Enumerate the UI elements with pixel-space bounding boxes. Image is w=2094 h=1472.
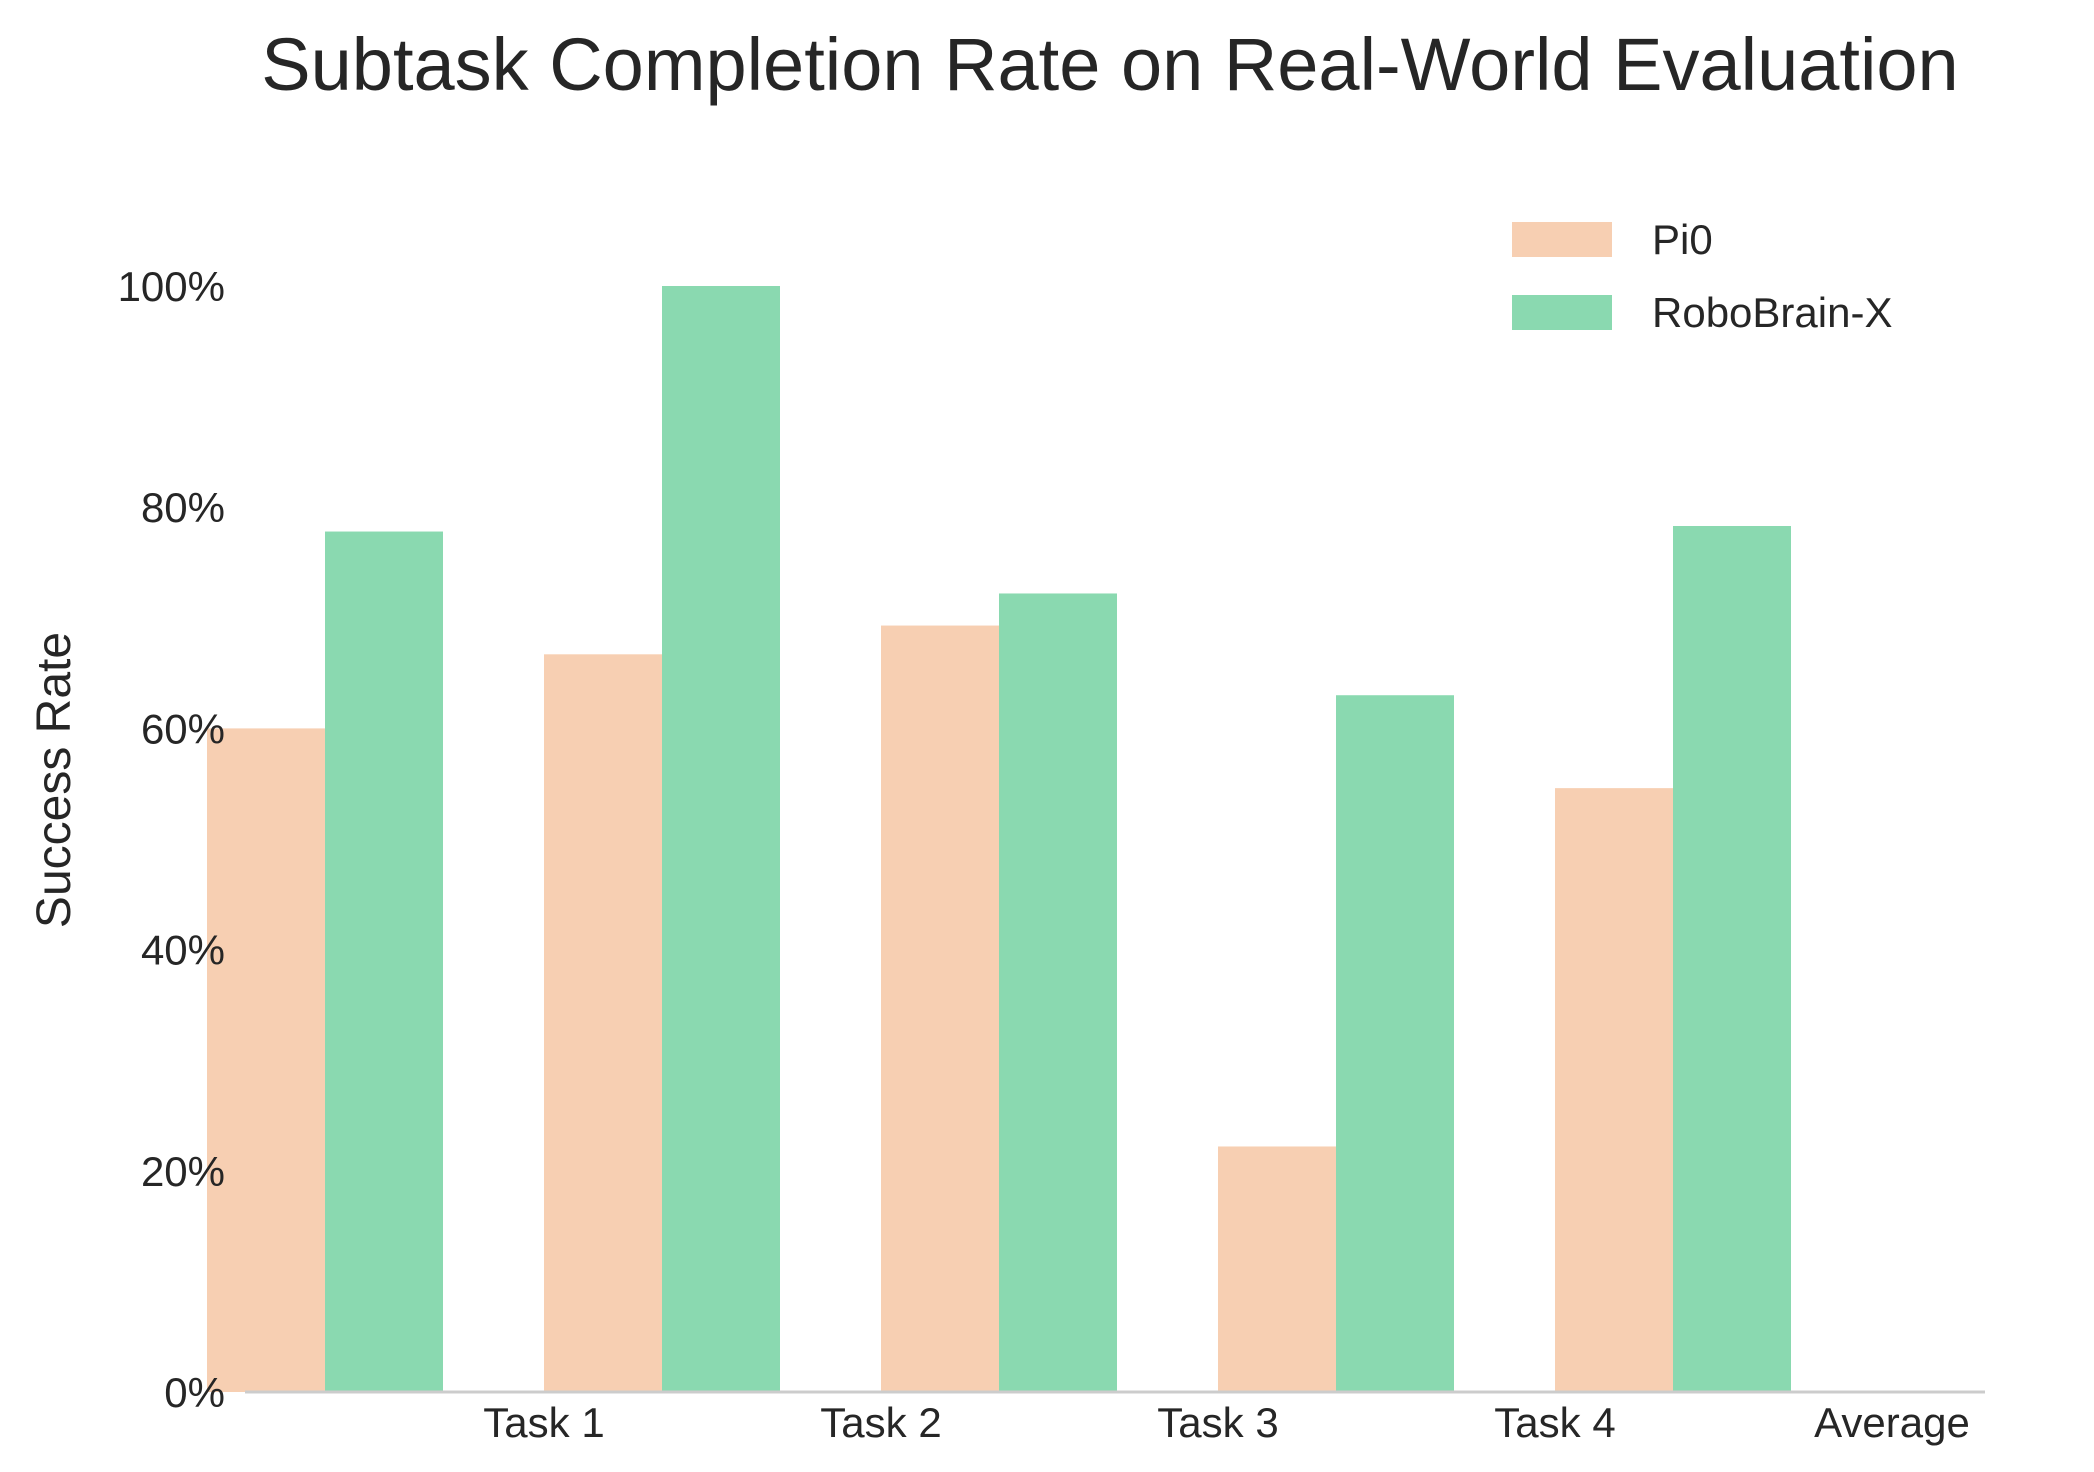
legend-label-robobrain-x: RoboBrain-X [1652, 289, 1892, 336]
y-tick-label: 20% [141, 1148, 225, 1195]
bar-pi0-task-4 [1218, 1146, 1336, 1392]
x-tick-label: Task 4 [1494, 1399, 1615, 1446]
bar-robobrain-x-task-4 [1336, 695, 1454, 1392]
bars-group [207, 286, 1791, 1392]
y-tick-label: 60% [141, 705, 225, 752]
bar-pi0-task-1 [207, 728, 325, 1392]
x-tick-label: Task 1 [483, 1399, 604, 1446]
bar-robobrain-x-task-2 [662, 286, 780, 1392]
y-tick-label: 0% [164, 1369, 225, 1416]
y-tick-label: 80% [141, 484, 225, 531]
legend-swatch-robobrain-x [1512, 295, 1612, 330]
bar-robobrain-x-task-3 [999, 593, 1117, 1392]
y-ticks: 0% 20% 40% 60% 80% 100% [118, 263, 225, 1416]
y-axis-label: Success Rate [28, 632, 81, 928]
x-tick-label: Task 3 [1157, 1399, 1278, 1446]
bar-robobrain-x-average [1673, 526, 1791, 1392]
y-tick-label: 100% [118, 263, 225, 310]
y-tick-label: 40% [141, 927, 225, 974]
legend: Pi0 RoboBrain-X [1512, 216, 1892, 336]
bar-pi0-task-3 [881, 625, 999, 1392]
bar-pi0-average [1555, 788, 1673, 1392]
x-tick-label: Average [1814, 1399, 1970, 1446]
x-ticks: Task 1 Task 2 Task 3 Task 4 Average [483, 1399, 1970, 1446]
legend-label-pi0: Pi0 [1652, 216, 1713, 263]
legend-swatch-pi0 [1512, 222, 1612, 257]
bar-pi0-task-2 [544, 654, 662, 1392]
x-tick-label: Task 2 [820, 1399, 941, 1446]
chart-title: Subtask Completion Rate on Real-World Ev… [261, 23, 1958, 106]
bar-robobrain-x-task-1 [325, 531, 443, 1392]
